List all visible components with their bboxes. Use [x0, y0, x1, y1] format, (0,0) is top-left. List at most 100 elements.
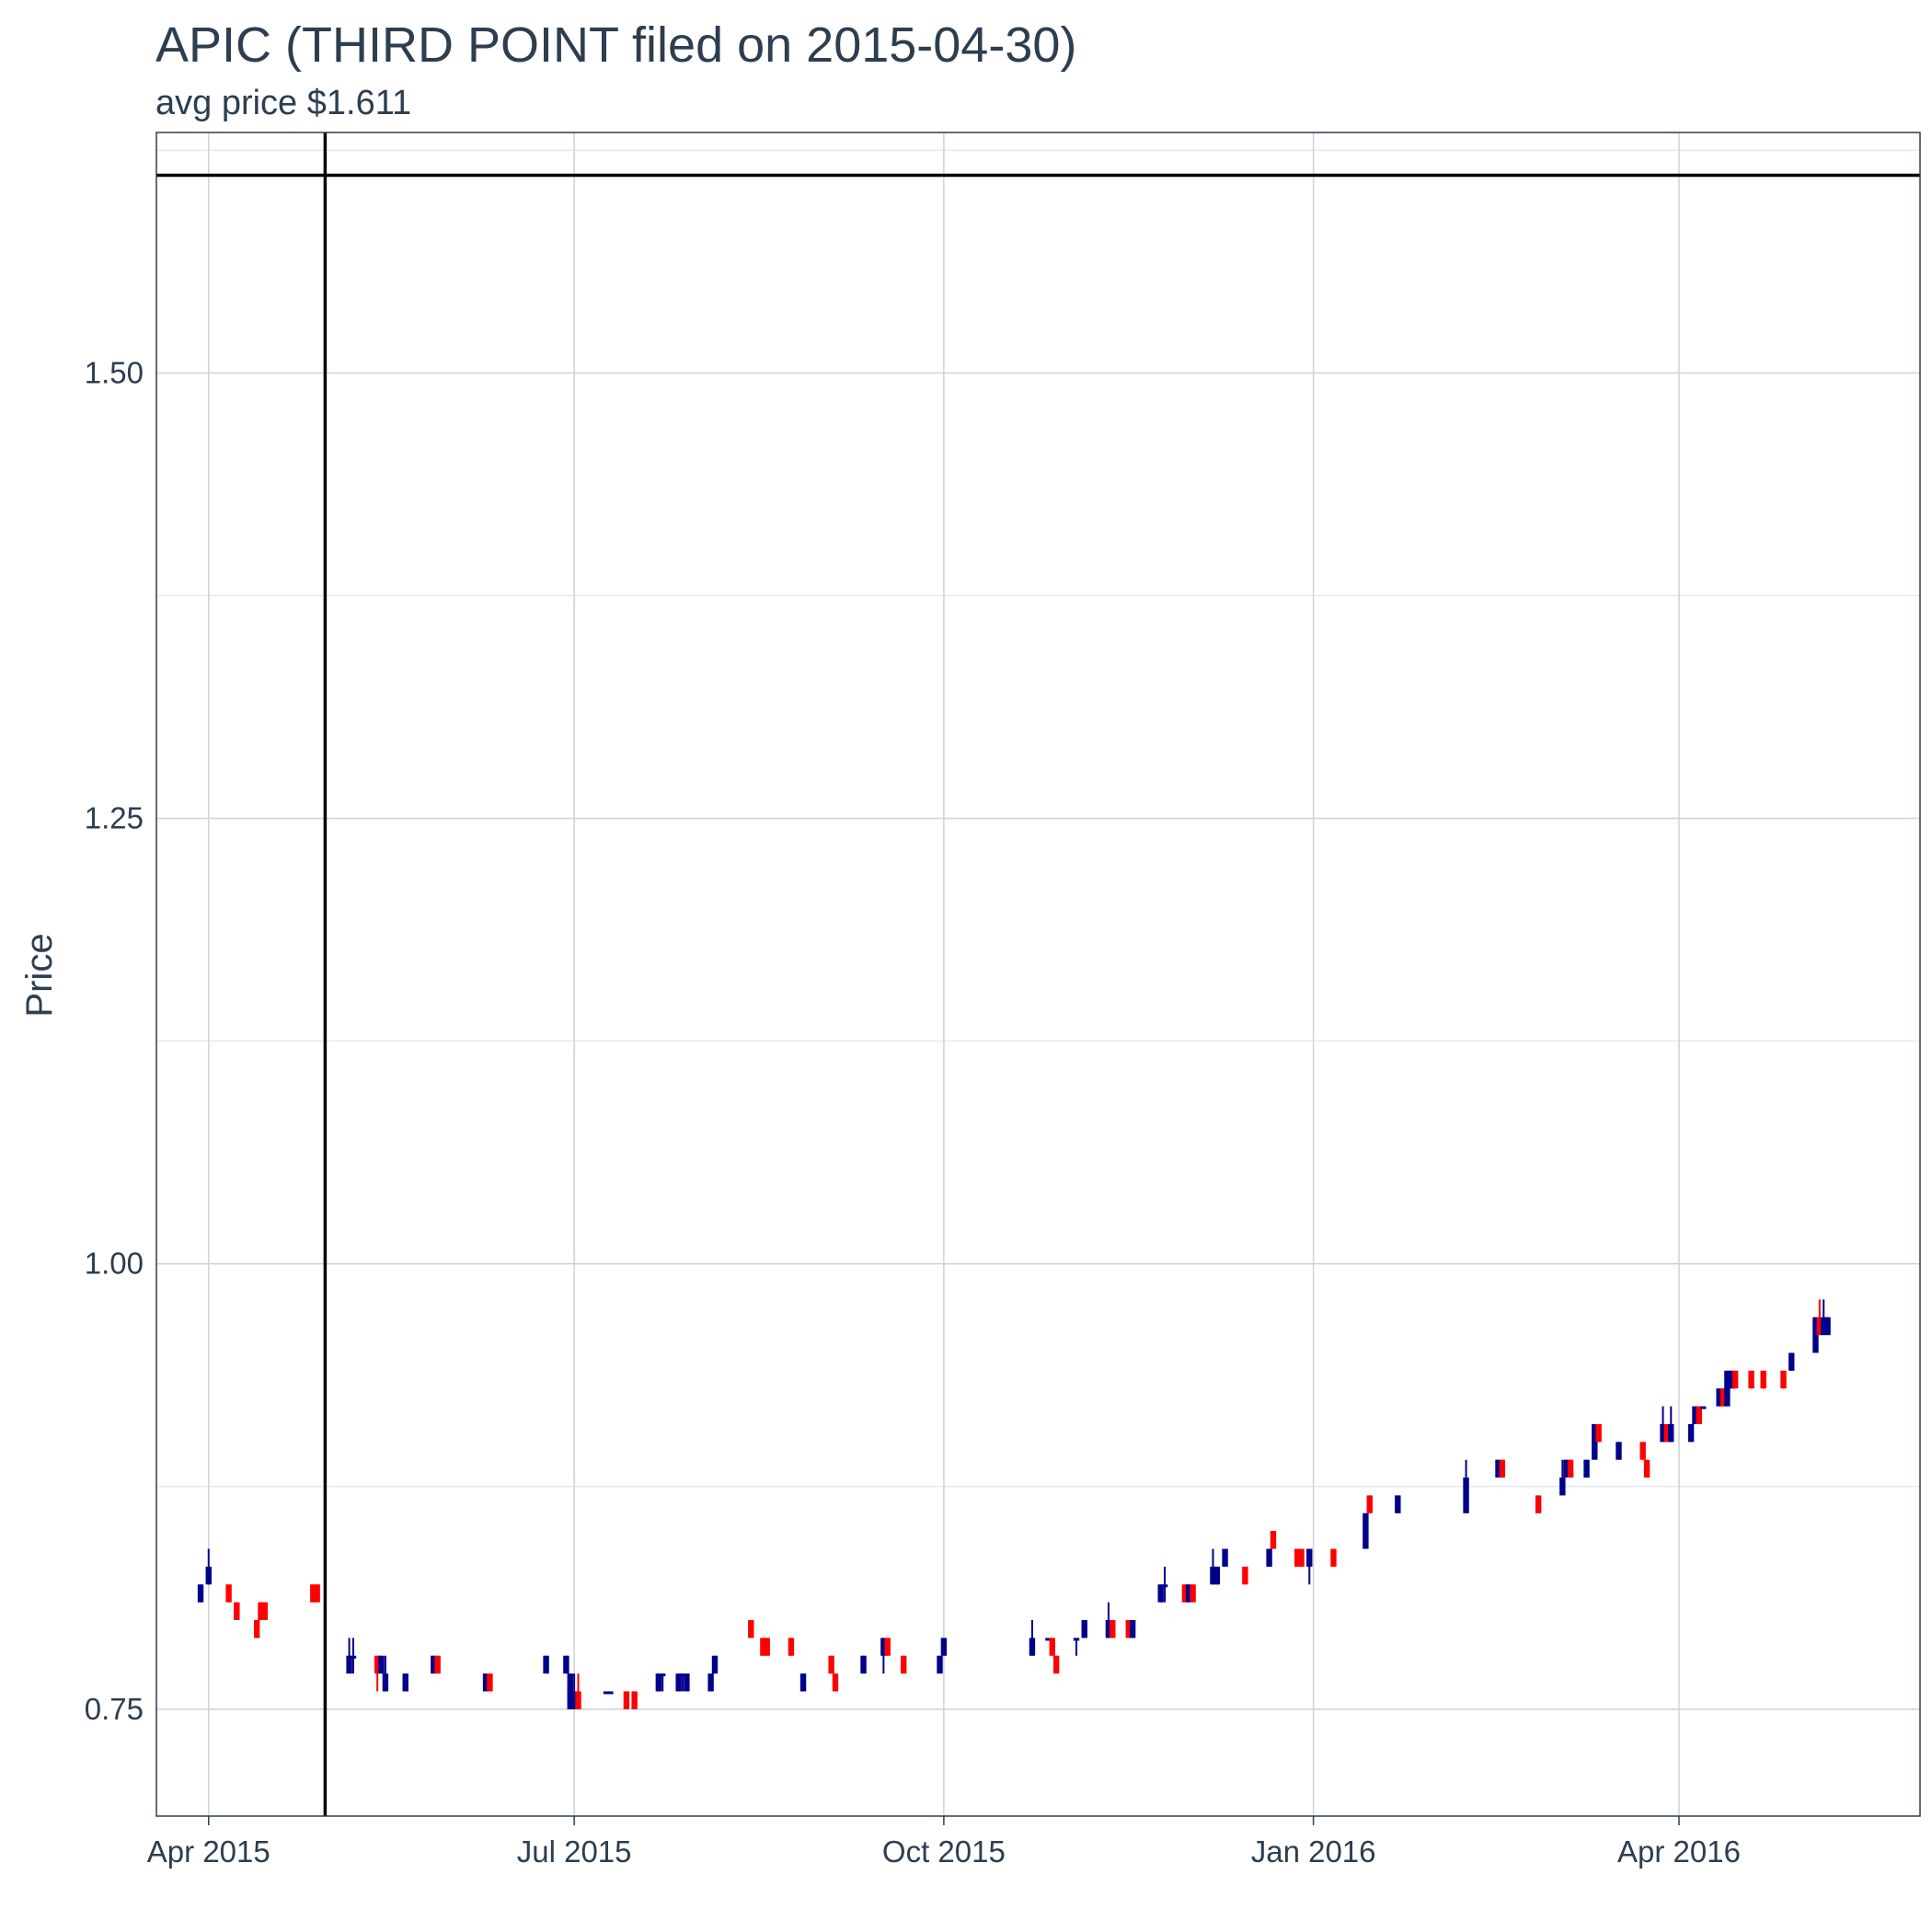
candles: [197, 1299, 1831, 1709]
candle: [860, 1655, 867, 1674]
candle-body: [1294, 1548, 1301, 1567]
candle-body: [880, 1638, 887, 1656]
candle: [1748, 1370, 1754, 1389]
candle-body: [1499, 1459, 1506, 1478]
candle: [1045, 1638, 1052, 1641]
candle-body: [1081, 1619, 1087, 1639]
candle: [1052, 1655, 1060, 1674]
candle-body: [1029, 1638, 1036, 1656]
candle: [563, 1655, 569, 1674]
candle: [1780, 1370, 1787, 1389]
candle: [225, 1584, 232, 1603]
candle: [1294, 1548, 1301, 1567]
candle-body: [1395, 1495, 1401, 1513]
candle-body: [1129, 1619, 1136, 1639]
candle-body: [799, 1673, 807, 1692]
candle-body: [832, 1673, 839, 1692]
chart-title: APIC (THIRD POINT filed on 2015-04-30): [155, 17, 1076, 73]
candle: [1157, 1584, 1164, 1603]
candle: [253, 1619, 260, 1639]
candle: [1692, 1406, 1698, 1424]
candle-body: [764, 1638, 770, 1656]
candle: [1186, 1584, 1192, 1603]
candle-body: [1186, 1584, 1192, 1603]
candle-body: [828, 1655, 834, 1674]
x-tick-label: Apr 2015: [147, 1834, 270, 1869]
candle: [1306, 1548, 1313, 1585]
candle-body: [1110, 1619, 1116, 1639]
candle-body: [1306, 1548, 1313, 1567]
candle-body: [1190, 1584, 1196, 1603]
candle-body: [1699, 1406, 1707, 1409]
candle-body: [1816, 1317, 1823, 1336]
candle-body: [205, 1566, 212, 1585]
candle-body: [1559, 1478, 1566, 1496]
gridlines: [156, 132, 1920, 1816]
candle-body: [431, 1655, 437, 1674]
x-tick-label: Oct 2015: [882, 1834, 1006, 1869]
candle-body: [860, 1655, 867, 1674]
candle-body: [1463, 1478, 1469, 1513]
candle: [603, 1691, 610, 1695]
candle: [940, 1638, 948, 1656]
candle-body: [675, 1673, 682, 1692]
axes: 0.75 1.00 1.25 1.50 Apr 2015 Jul 2015 Oct 2015…: [85, 355, 1741, 1869]
candle: [1270, 1531, 1277, 1549]
y-axis-title: Price: [19, 933, 60, 1017]
candle-body: [1052, 1655, 1060, 1674]
candle-body: [1748, 1370, 1754, 1389]
candle-body: [402, 1673, 408, 1692]
candle-body: [1696, 1406, 1703, 1424]
candle-body: [1824, 1317, 1831, 1336]
candle: [1728, 1370, 1734, 1389]
candle-body: [1567, 1459, 1574, 1478]
candle-body: [660, 1673, 666, 1677]
candle: [1696, 1406, 1703, 1424]
candle: [1110, 1619, 1116, 1639]
candle: [1716, 1388, 1722, 1407]
candle: [374, 1655, 381, 1692]
candle: [607, 1691, 614, 1695]
candle-body: [1363, 1512, 1369, 1549]
candle: [1181, 1584, 1189, 1603]
candle-body: [1157, 1584, 1164, 1603]
candle: [1210, 1548, 1216, 1585]
candle: [1129, 1619, 1136, 1639]
candle-body: [261, 1602, 269, 1620]
candle: [1029, 1619, 1036, 1656]
candle: [655, 1673, 662, 1692]
candle-body: [1161, 1584, 1168, 1588]
candle-body: [707, 1673, 714, 1692]
candle: [314, 1584, 320, 1603]
candle: [1788, 1352, 1795, 1371]
candle-body: [543, 1655, 549, 1674]
candle-body: [1366, 1495, 1373, 1513]
candle: [1535, 1495, 1542, 1513]
candle-body: [1820, 1317, 1827, 1336]
candle-body: [884, 1638, 891, 1656]
candle-body: [603, 1691, 610, 1695]
candle-body: [1692, 1406, 1698, 1424]
candle-body: [901, 1655, 907, 1674]
candle: [1660, 1406, 1666, 1443]
candle-body: [1639, 1442, 1646, 1460]
candle: [1595, 1423, 1602, 1443]
candle-body: [1266, 1548, 1272, 1567]
candle: [570, 1673, 578, 1709]
candle: [567, 1673, 573, 1709]
candle: [1125, 1619, 1132, 1639]
candle-body: [1780, 1370, 1787, 1389]
candle-body: [623, 1691, 630, 1709]
candle-body: [234, 1602, 240, 1620]
x-tick-label: Jul 2015: [517, 1834, 632, 1869]
candle: [799, 1673, 807, 1692]
candle: [205, 1548, 212, 1585]
candle-body: [1563, 1459, 1570, 1478]
candle: [1499, 1459, 1506, 1478]
candle: [1363, 1512, 1369, 1549]
candle: [937, 1655, 943, 1674]
candle: [623, 1691, 630, 1709]
reference-lines: [156, 132, 1920, 1816]
candle-body: [937, 1655, 943, 1674]
candle-body: [1105, 1619, 1112, 1639]
